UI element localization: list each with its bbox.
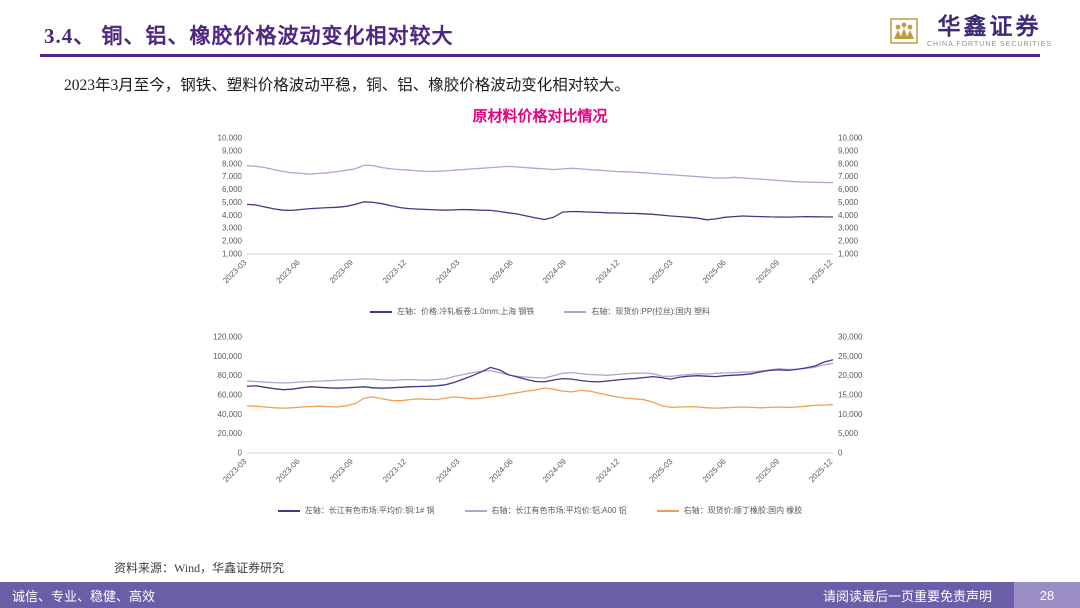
- svg-text:2025-03: 2025-03: [647, 258, 675, 286]
- page-title: 3.4、 铜、铝、橡胶价格波动变化相对较大: [44, 24, 454, 48]
- svg-text:2023-03: 2023-03: [221, 258, 249, 286]
- svg-text:100,000: 100,000: [213, 352, 242, 361]
- footer-bar: 诚信、专业、稳健、高效 请阅读最后一页重要免责声明 28: [0, 582, 1080, 608]
- company-logo: 华鑫证券 CHINA FORTUNE SECURITIES: [889, 14, 1052, 49]
- legend-line-swatch: [464, 509, 487, 512]
- svg-text:3,000: 3,000: [838, 224, 859, 233]
- legend-line-swatch: [369, 310, 392, 313]
- svg-text:0: 0: [838, 449, 843, 458]
- chart-legend: 左轴：价格:冷轧板卷:1.0mm:上海 钢铁 右轴：现货价:PP(拉丝):国内 塑…: [195, 306, 885, 317]
- legend-line-swatch: [564, 310, 587, 313]
- svg-text:80,000: 80,000: [218, 371, 243, 380]
- svg-text:6,000: 6,000: [838, 185, 859, 194]
- svg-text:9,000: 9,000: [222, 146, 243, 155]
- svg-text:2024-12: 2024-12: [594, 258, 622, 286]
- svg-text:4,000: 4,000: [838, 211, 859, 220]
- svg-text:1,000: 1,000: [838, 250, 859, 259]
- svg-text:2023-12: 2023-12: [381, 258, 409, 286]
- svg-text:2,000: 2,000: [838, 237, 859, 246]
- chart-canvas: 10,000 9,000 8,000 7,000 6,000 5,000 4,000 3,00…: [218, 134, 863, 286]
- svg-text:4,000: 4,000: [222, 211, 243, 220]
- svg-text:25,000: 25,000: [838, 352, 863, 361]
- svg-text:2024-06: 2024-06: [488, 457, 516, 485]
- legend-item: 右轴：现货价:顺丁橡胶:国内 橡胶: [656, 505, 803, 516]
- svg-text:2024-09: 2024-09: [541, 258, 569, 286]
- svg-text:2023-09: 2023-09: [328, 258, 356, 286]
- svg-text:5,000: 5,000: [838, 429, 859, 438]
- legend-item: 左轴：价格:冷轧板卷:1.0mm:上海 钢铁: [369, 306, 535, 317]
- svg-text:6,000: 6,000: [222, 185, 243, 194]
- svg-text:120,000: 120,000: [213, 333, 242, 342]
- svg-text:5,000: 5,000: [838, 198, 859, 207]
- svg-text:2024-03: 2024-03: [434, 258, 462, 286]
- intro-text: 2023年3月至今，钢铁、塑料价格波动平稳，铜、铝、橡胶价格波动变化相对较大。: [64, 77, 630, 94]
- legend-label: 左轴：价格:冷轧板卷:1.0mm:上海 钢铁: [396, 307, 535, 316]
- svg-text:8,000: 8,000: [222, 159, 243, 168]
- chart-steel-plastic: 10,000 9,000 8,000 7,000 6,000 5,000 4,000 3,00…: [195, 130, 885, 317]
- svg-text:2025-09: 2025-09: [754, 258, 782, 286]
- svg-text:15,000: 15,000: [838, 391, 863, 400]
- svg-text:9,000: 9,000: [838, 146, 859, 155]
- legend-label: 右轴：现货价:顺丁橡胶:国内 橡胶: [683, 506, 803, 515]
- svg-text:2024-09: 2024-09: [541, 457, 569, 485]
- footer-disclaimer: 请阅读最后一页重要免责声明: [822, 588, 992, 604]
- svg-text:7,000: 7,000: [222, 172, 243, 181]
- svg-text:60,000: 60,000: [218, 391, 243, 400]
- svg-text:2025-09: 2025-09: [754, 457, 782, 485]
- svg-text:2023-09: 2023-09: [328, 457, 356, 485]
- svg-text:2023-06: 2023-06: [275, 258, 303, 286]
- svg-text:10,000: 10,000: [218, 134, 243, 143]
- svg-text:2023-06: 2023-06: [275, 457, 303, 485]
- legend-item: 左轴：长江有色市场:平均价:铜:1# 铜: [277, 505, 435, 516]
- svg-text:2024-03: 2024-03: [434, 457, 462, 485]
- legend-label: 右轴：长江有色市场:平均价:铝:A00 铝: [491, 506, 627, 515]
- svg-text:0: 0: [238, 449, 243, 458]
- svg-text:2025-03: 2025-03: [647, 457, 675, 485]
- svg-text:2,000: 2,000: [222, 237, 243, 246]
- svg-text:5,000: 5,000: [222, 198, 243, 207]
- svg-text:2023-12: 2023-12: [381, 457, 409, 485]
- svg-text:3,000: 3,000: [222, 224, 243, 233]
- logo-text: 华鑫证券 CHINA FORTUNE SECURITIES: [927, 14, 1052, 49]
- svg-text:8,000: 8,000: [838, 159, 859, 168]
- svg-text:2024-12: 2024-12: [594, 457, 622, 485]
- legend-line-swatch: [656, 509, 679, 512]
- svg-text:2025-06: 2025-06: [701, 457, 729, 485]
- legend-label: 右轴：现货价:PP(拉丝):国内 塑料: [591, 307, 710, 316]
- chart-canvas: 120,000 100,000 80,000 60,000 40,000 20,000 0 3…: [213, 333, 863, 485]
- legend-item: 右轴：现货价:PP(拉丝):国内 塑料: [564, 306, 710, 317]
- svg-text:7,000: 7,000: [838, 172, 859, 181]
- footer-slogan: 诚信、专业、稳健、高效: [12, 588, 156, 604]
- svg-text:1,000: 1,000: [222, 250, 243, 259]
- svg-text:2023-03: 2023-03: [221, 457, 249, 485]
- chart-legend: 左轴：长江有色市场:平均价:铜:1# 铜 右轴：长江有色市场:平均价:铝:A00 …: [195, 505, 885, 516]
- data-source-note: 资料来源：Wind，华鑫证券研究: [114, 561, 285, 575]
- svg-text:40,000: 40,000: [218, 410, 243, 419]
- svg-text:20,000: 20,000: [218, 429, 243, 438]
- svg-text:2025-12: 2025-12: [807, 258, 835, 286]
- svg-text:30,000: 30,000: [838, 333, 863, 342]
- logo-name-cn: 华鑫证券: [937, 14, 1042, 39]
- svg-text:10,000: 10,000: [838, 410, 863, 419]
- header-divider: [40, 54, 1040, 57]
- svg-text:2025-06: 2025-06: [701, 258, 729, 286]
- footer-right: 请阅读最后一页重要免责声明 28: [823, 582, 1080, 608]
- slide-header: 3.4、 铜、铝、橡胶价格波动变化相对较大 华鑫证券 CHINA FORTUNE…: [0, 0, 1080, 50]
- logo-name-en: CHINA FORTUNE SECURITIES: [927, 41, 1052, 49]
- legend-item: 右轴：长江有色市场:平均价:铝:A00 铝: [464, 505, 627, 516]
- svg-text:20,000: 20,000: [838, 371, 863, 380]
- chart-group-title: 原材料价格对比情况: [472, 109, 608, 125]
- legend-label: 左轴：长江有色市场:平均价:铜:1# 铜: [304, 506, 435, 515]
- page-number: 28: [1014, 582, 1080, 608]
- legend-line-swatch: [277, 509, 300, 512]
- svg-text:2024-06: 2024-06: [488, 258, 516, 286]
- svg-text:2025-12: 2025-12: [807, 457, 835, 485]
- chart-copper-aluminum-rubber: 120,000 100,000 80,000 60,000 40,000 20,000 0 3…: [195, 329, 885, 516]
- crown-icon: [890, 18, 918, 45]
- svg-text:10,000: 10,000: [838, 134, 863, 143]
